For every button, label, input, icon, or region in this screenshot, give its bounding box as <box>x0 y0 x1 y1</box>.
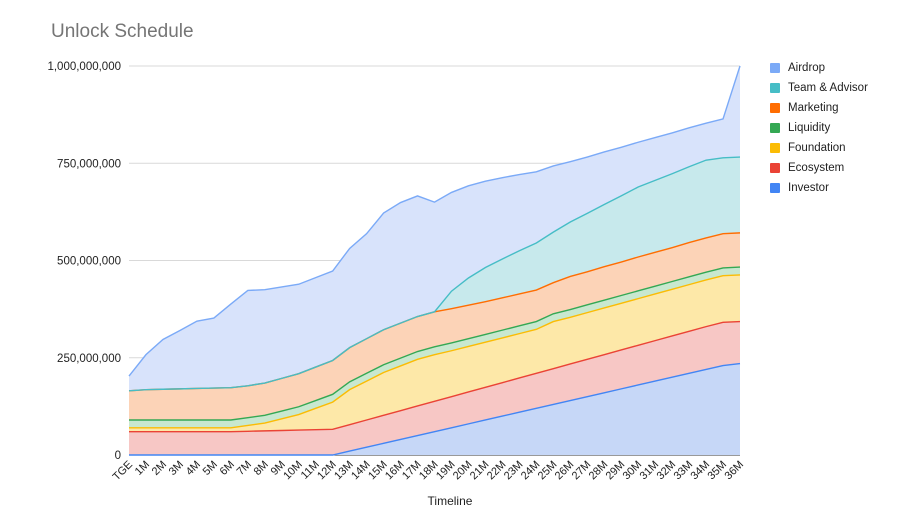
line-liquidity <box>129 266 741 421</box>
legend-label: Airdrop <box>788 62 826 74</box>
x-tick-label: 4M <box>184 459 203 478</box>
area-investor <box>129 363 740 455</box>
y-tick-label: 500,000,000 <box>57 256 121 268</box>
legend-swatch <box>770 83 780 93</box>
legend-label: Liquidity <box>788 122 831 134</box>
series-lines <box>128 65 741 456</box>
legend-label: Ecosystem <box>788 162 845 174</box>
y-tick-label: 250,000,000 <box>57 353 121 365</box>
legend-swatch <box>770 123 780 133</box>
legend-swatch <box>770 103 780 113</box>
x-tick-label: 1M <box>133 459 152 478</box>
legend-swatch <box>770 143 780 153</box>
y-tick-label: 1,000,000,000 <box>47 61 121 73</box>
line-foundation <box>129 274 741 429</box>
y-tick-label: 750,000,000 <box>57 158 121 170</box>
x-tick-label: 36M <box>722 459 746 483</box>
legend-label: Foundation <box>788 142 846 154</box>
legend-swatch <box>770 183 780 193</box>
area-team-advisor <box>129 157 740 391</box>
legend-item: Ecosystem <box>770 158 868 178</box>
legend-label: Investor <box>788 182 829 194</box>
legend-swatch <box>770 163 780 173</box>
legend: Airdrop Team & Advisor Marketing Liquidity F… <box>770 58 868 198</box>
area-foundation <box>129 274 740 432</box>
x-tick-label: 5M <box>201 459 220 478</box>
x-tick-label: 8M <box>252 459 271 478</box>
chart-title: Unlock Schedule <box>51 21 194 42</box>
y-axis-ticks: 0 250,000,000 500,000,000 750,000,000 1,000,… <box>47 61 121 462</box>
x-axis-ticks: TGE1M2M3M4M5M6M7M8M9M10M11M12M13M14M15M1… <box>111 459 746 483</box>
area-marketing <box>129 232 740 420</box>
x-tick-label: 2M <box>150 459 169 478</box>
legend-item: Liquidity <box>770 118 868 138</box>
x-tick-label: 3M <box>167 459 186 478</box>
line-team-advisor <box>128 156 741 392</box>
x-axis-label: Timeline <box>427 494 473 508</box>
legend-item: Foundation <box>770 138 868 158</box>
line-investor <box>129 362 741 456</box>
area-airdrop <box>129 66 740 391</box>
legend-item: Airdrop <box>770 58 868 78</box>
legend-item: Team & Advisor <box>770 78 868 98</box>
line-airdrop <box>128 65 741 377</box>
x-tick-label: 7M <box>235 459 254 478</box>
x-tick-label: 6M <box>218 459 237 478</box>
legend-label: Team & Advisor <box>788 82 868 94</box>
y-tick-label: 0 <box>115 450 121 462</box>
x-tick-label: TGE <box>111 459 135 483</box>
legend-swatch <box>770 63 780 73</box>
legend-item: Investor <box>770 178 868 198</box>
line-ecosystem <box>129 320 741 433</box>
legend-label: Marketing <box>788 102 839 114</box>
stacked-areas <box>129 66 740 455</box>
area-ecosystem <box>129 321 740 455</box>
legend-item: Marketing <box>770 98 868 118</box>
